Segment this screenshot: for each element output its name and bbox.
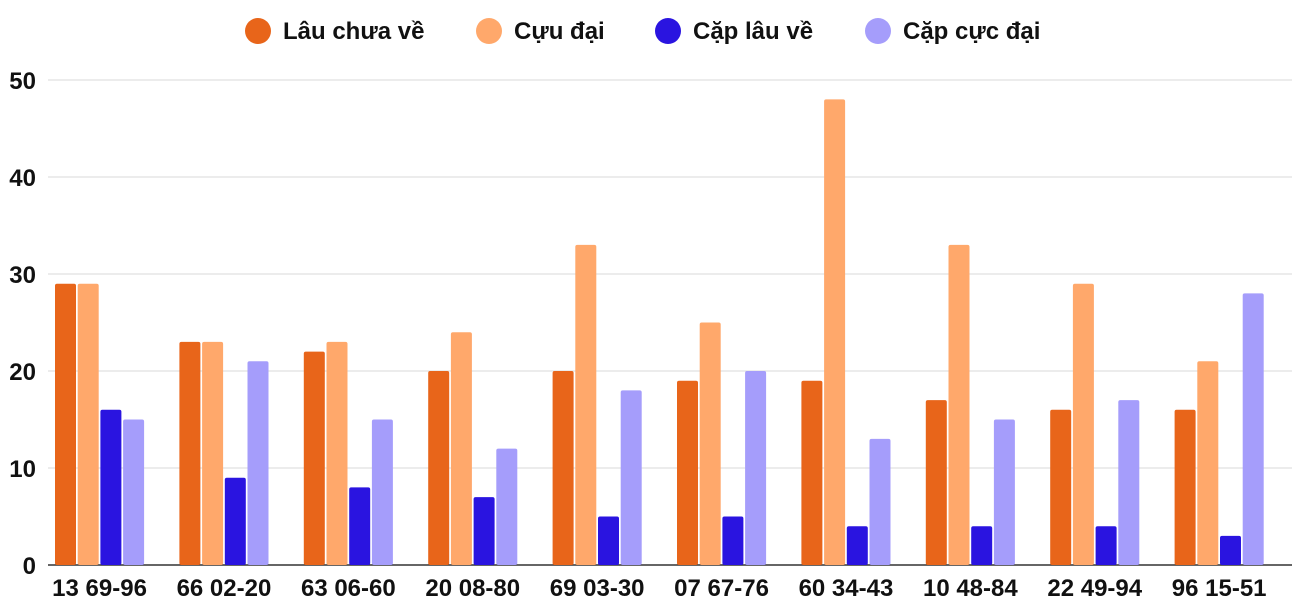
bar xyxy=(620,390,642,565)
legend: Lâu chưa về Cựu đại Cặp lâu về Cặp cực đại xyxy=(245,18,1040,45)
bar xyxy=(552,371,574,565)
bars xyxy=(55,99,1264,566)
bar-group xyxy=(55,283,145,565)
bar-group xyxy=(925,244,1015,565)
bar xyxy=(1118,400,1140,565)
bar xyxy=(371,419,393,565)
bar-group xyxy=(179,341,269,565)
bar xyxy=(745,371,767,565)
x-tick-label: 96 15-51 xyxy=(1172,575,1267,600)
bar xyxy=(179,341,201,565)
legend-item: Lâu chưa về xyxy=(245,18,424,45)
y-tick-label: 40 xyxy=(9,165,36,192)
bar-group xyxy=(677,322,767,565)
x-axis: 13 69-96 66 02-20 63 06-60 20 08-80 69 03-30… xyxy=(52,575,1266,600)
bar xyxy=(948,244,970,565)
bar xyxy=(473,497,495,565)
y-axis-ticks: 0 10 20 30 40 50 xyxy=(9,68,36,580)
legend-item: Cặp lâu về xyxy=(655,18,813,45)
bar xyxy=(1174,409,1196,565)
bar xyxy=(925,400,947,565)
y-tick-label: 50 xyxy=(9,68,36,95)
bar xyxy=(801,380,823,565)
legend-marker xyxy=(655,18,681,44)
bar xyxy=(202,341,224,565)
bar-group xyxy=(801,99,891,566)
bar xyxy=(1197,361,1219,565)
bar xyxy=(1220,535,1241,565)
bar xyxy=(971,526,993,565)
legend-marker xyxy=(245,18,271,44)
legend-label: Cựu đại xyxy=(514,18,605,45)
bar-group xyxy=(1050,283,1140,565)
legend-label: Lâu chưa về xyxy=(283,18,424,45)
y-tick-label: 10 xyxy=(9,456,36,483)
bar xyxy=(869,438,891,565)
x-tick-label: 10 48-84 xyxy=(923,575,1018,600)
x-tick-label: 66 02-20 xyxy=(177,575,272,600)
bar xyxy=(450,332,472,565)
bar-group xyxy=(552,244,642,565)
legend-label: Cặp cực đại xyxy=(903,18,1040,45)
bar xyxy=(77,283,99,565)
legend-item: Cựu đại xyxy=(476,18,605,45)
bar xyxy=(349,487,371,565)
legend-marker xyxy=(476,18,502,44)
x-tick-label: 60 34-43 xyxy=(799,575,894,600)
bar xyxy=(1050,409,1072,565)
bar xyxy=(303,351,325,565)
bar xyxy=(677,380,698,565)
bar xyxy=(598,516,619,565)
bar xyxy=(224,477,246,565)
x-tick-label: 07 67-76 xyxy=(674,575,769,600)
bar xyxy=(575,244,597,565)
bar xyxy=(1242,293,1264,565)
y-tick-label: 30 xyxy=(9,262,36,289)
y-tick-label: 20 xyxy=(9,359,36,386)
y-tick-label: 0 xyxy=(23,553,36,580)
bar xyxy=(1095,526,1117,565)
bar xyxy=(326,341,348,565)
bar xyxy=(100,409,122,565)
legend-item: Cặp cực đại xyxy=(865,18,1040,45)
x-tick-label: 22 49-94 xyxy=(1047,575,1142,600)
bar-group xyxy=(428,332,518,565)
bar xyxy=(496,448,518,565)
bar xyxy=(722,516,744,565)
bar-group xyxy=(303,341,393,565)
x-tick-label: 13 69-96 xyxy=(52,575,147,600)
bar-group xyxy=(1174,293,1264,565)
bar xyxy=(1072,283,1094,565)
bar xyxy=(428,371,450,565)
legend-label: Cặp lâu về xyxy=(693,18,813,45)
bar xyxy=(55,283,76,565)
bar xyxy=(824,99,846,566)
bar xyxy=(123,419,145,565)
legend-marker xyxy=(865,18,891,44)
bar xyxy=(846,526,868,565)
x-tick-label: 20 08-80 xyxy=(425,575,520,600)
bar xyxy=(993,419,1015,565)
x-tick-label: 63 06-60 xyxy=(301,575,396,600)
bar xyxy=(699,322,721,565)
bar xyxy=(247,361,269,565)
x-tick-label: 69 03-30 xyxy=(550,575,645,600)
